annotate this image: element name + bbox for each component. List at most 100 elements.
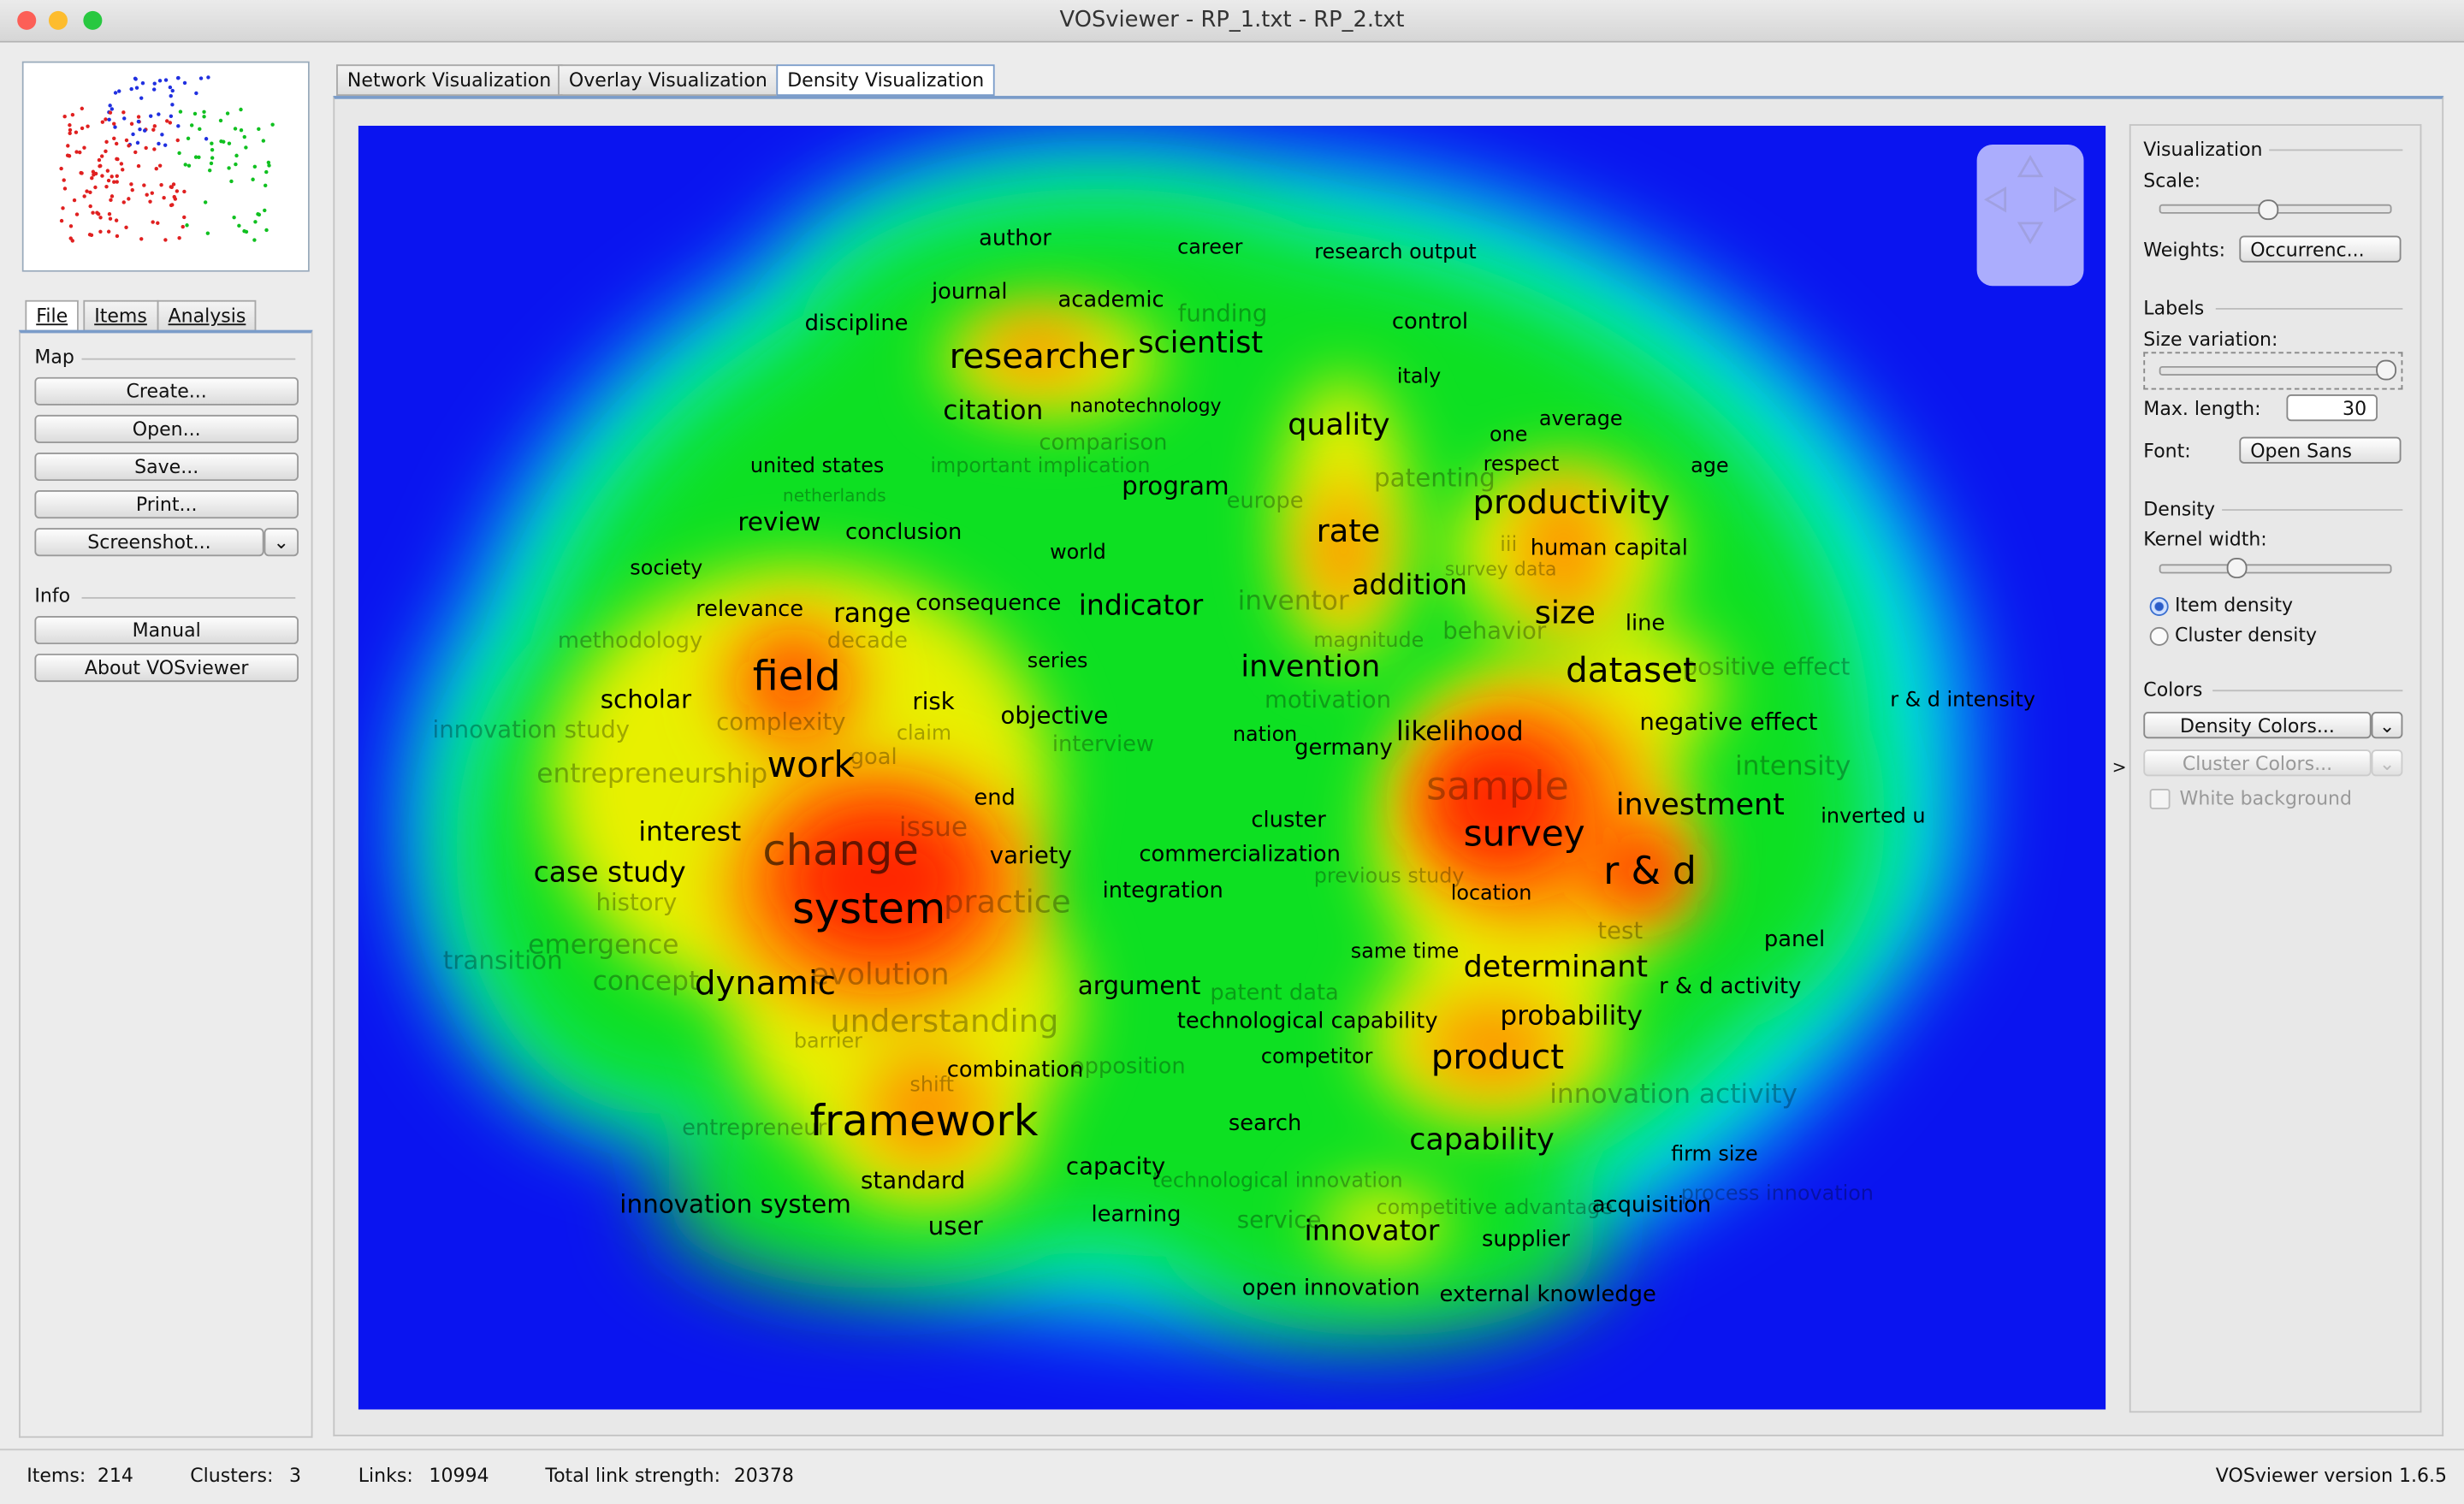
term-label: magnitude [1313, 628, 1424, 652]
term-label: methodology [558, 628, 702, 654]
overview-dot [264, 228, 269, 233]
combo-box[interactable]: Occurrenc... [2239, 235, 2402, 263]
overview-dot [252, 164, 258, 169]
button[interactable]: Print... [34, 490, 299, 519]
overview-dot [122, 116, 127, 121]
overview-dot [163, 78, 169, 82]
label: Font: [2143, 440, 2191, 463]
overview-dot [124, 225, 128, 229]
term-label: capacity [1066, 1153, 1165, 1181]
term-label: intensity [1735, 750, 1851, 781]
term-label: open innovation [1242, 1276, 1420, 1301]
close-button[interactable] [17, 10, 37, 30]
dropdown-arrow[interactable]: ⌄ [264, 528, 299, 557]
overview-dot [129, 182, 133, 187]
overview-dot [225, 111, 230, 115]
tab[interactable]: Analysis [157, 299, 258, 332]
overview-dot [157, 141, 161, 146]
navigation-control[interactable] [1976, 144, 2084, 287]
term-label: search [1229, 1110, 1301, 1136]
term-label: patenting [1374, 464, 1496, 493]
overview-dot [78, 150, 82, 155]
overview-dot [227, 141, 232, 145]
overview-dot [151, 87, 157, 92]
density-blob [1309, 487, 1378, 613]
overview-dot [202, 115, 206, 119]
view-tab[interactable]: Density Visualization [776, 64, 996, 97]
overview-dot [210, 156, 215, 160]
term-label: europe [1227, 488, 1304, 513]
button[interactable]: Save... [34, 452, 299, 482]
tab[interactable]: File [25, 299, 80, 332]
right-panel [2129, 124, 2422, 1413]
tab[interactable]: Items [83, 299, 158, 332]
term-label: researcher [950, 335, 1135, 376]
overview-dot [65, 153, 70, 157]
term-label: combination [947, 1057, 1084, 1082]
slider-knob[interactable] [2376, 359, 2397, 381]
overview-dot [115, 174, 119, 178]
term-label: capability [1409, 1122, 1555, 1157]
overview-dot [131, 132, 135, 137]
overview-dot [234, 162, 238, 167]
button[interactable]: About VOSviewer [34, 654, 299, 683]
term-label: integration [1103, 878, 1223, 903]
button[interactable]: Screenshot... [34, 528, 264, 557]
overview-dot [104, 139, 109, 145]
term-label: control [1392, 309, 1468, 335]
term-label: learning [1092, 1201, 1182, 1227]
term-label: product [1431, 1036, 1564, 1077]
overview-dot [117, 89, 121, 93]
radio[interactable] [2149, 626, 2169, 646]
view-tab[interactable]: Network Visualization [336, 64, 563, 97]
collapse-arrow[interactable]: > [2112, 757, 2127, 779]
radio[interactable] [2149, 596, 2169, 617]
overview-dot [168, 121, 173, 125]
label: Max. length: [2143, 397, 2261, 420]
term-label: system [792, 884, 945, 933]
term-label: history [596, 889, 678, 916]
radio-label: Cluster density [2175, 624, 2318, 646]
term-label: society [630, 555, 702, 579]
term-label: nanotechnology [1069, 396, 1221, 417]
overview-dot [177, 151, 181, 156]
spinner[interactable]: 30 [2286, 394, 2378, 422]
overview-dot [114, 141, 119, 146]
term-label: relevance [696, 596, 803, 622]
overview-dot [261, 139, 266, 143]
overview-map[interactable] [21, 61, 310, 272]
button[interactable]: Create... [34, 376, 299, 406]
overview-dot [157, 79, 163, 83]
button[interactable]: Manual [34, 616, 299, 645]
button[interactable]: Density Colors... [2143, 712, 2372, 739]
overview-dot [86, 124, 90, 128]
slider-knob[interactable] [2226, 558, 2248, 578]
overview-dot [109, 198, 113, 203]
term-label: inverted u [1821, 804, 1925, 828]
term-label: emergence [528, 930, 678, 961]
slider-knob[interactable] [2258, 199, 2279, 221]
term-label: survey [1464, 813, 1585, 855]
combo-box[interactable]: Open Sans [2239, 436, 2402, 464]
section-heading: Map [34, 346, 74, 368]
overview-dot [159, 182, 163, 187]
overview-dot [62, 187, 68, 191]
overview-dot [171, 182, 176, 187]
overview-dot [183, 163, 187, 167]
minimize-button[interactable] [48, 10, 68, 30]
status-value: 214 [97, 1464, 133, 1487]
overview-dot [209, 161, 214, 166]
dropdown-arrow[interactable]: ⌄ [2371, 712, 2403, 739]
view-tab[interactable]: Overlay Visualization [558, 64, 779, 97]
density-map[interactable]: author career research output journal academ… [358, 125, 2106, 1410]
overview-dot [233, 127, 238, 131]
checkbox-label: White background [2179, 787, 2353, 809]
term-label: cluster [1251, 807, 1326, 832]
button[interactable]: Open... [34, 414, 299, 443]
label: Weights: [2143, 239, 2226, 261]
overview-dot [72, 198, 77, 203]
status-value: 3 [288, 1464, 301, 1487]
zoom-button[interactable] [83, 10, 103, 30]
